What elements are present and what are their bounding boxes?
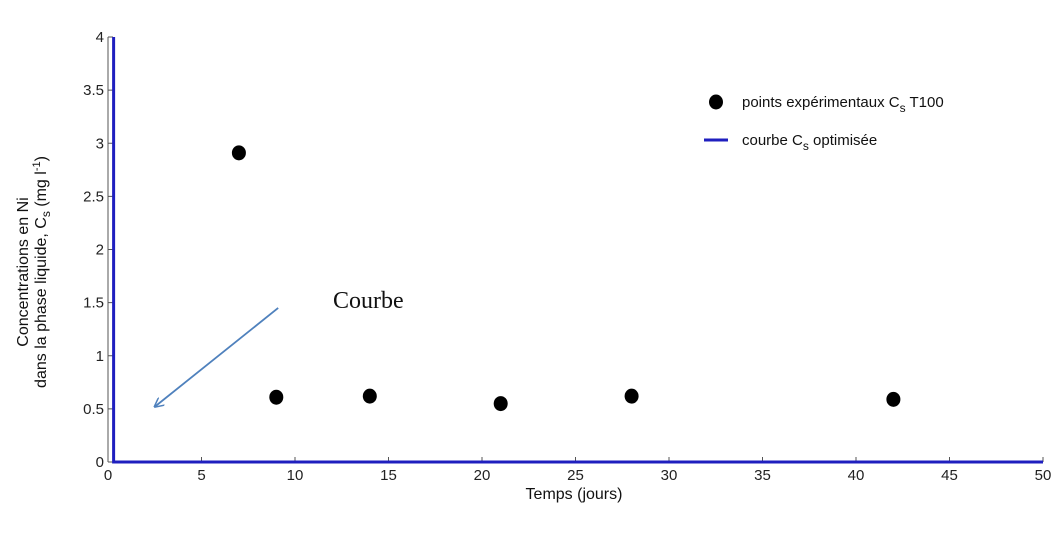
- legend-label-points: points expérimentaux Cs T100: [742, 94, 944, 115]
- x-tick-label: 25: [567, 467, 584, 484]
- x-tick-label: 45: [941, 467, 958, 484]
- x-tick-label: 50: [1035, 467, 1052, 484]
- y-tick-label: 2.5: [83, 188, 104, 205]
- data-point: [493, 396, 508, 412]
- tick-labels: 0 5 10 15 20 25 30 35 40 45 50 0 0.5 1 1.5 2 2.5 3 3.5 4: [83, 29, 1051, 484]
- y-tick-label: 2: [96, 242, 104, 259]
- annotation: Courbe: [155, 288, 404, 407]
- data-point: [362, 388, 377, 404]
- series-line-group: [112, 37, 1043, 464]
- data-point: [624, 388, 639, 404]
- x-tick-label: 15: [380, 467, 397, 484]
- x-tick-label: 20: [474, 467, 491, 484]
- y-tick-label: 0: [96, 454, 104, 471]
- series-line-optimised-curve: [112, 37, 1043, 464]
- y-tick-label: 3: [96, 135, 104, 152]
- x-tick-label: 5: [197, 467, 205, 484]
- annotation-label: Courbe: [333, 288, 404, 314]
- x-tick-label: 30: [661, 467, 678, 484]
- x-tick-label: 35: [754, 467, 771, 484]
- y-axis-title: Concentrations en Ni dans la phase liqui…: [15, 156, 53, 388]
- data-point: [231, 145, 246, 161]
- legend: points expérimentaux Cs T100 courbe Cs o…: [704, 94, 944, 153]
- x-tick-label: 40: [848, 467, 865, 484]
- legend-marker-points: [709, 94, 723, 110]
- x-tick-label: 0: [104, 467, 112, 484]
- legend-label-line: courbe Cs optimisée: [742, 132, 877, 153]
- x-tick-label: 10: [287, 467, 304, 484]
- y-tick-label: 1.5: [83, 295, 104, 312]
- y-tick-label: 3.5: [83, 82, 104, 99]
- data-point: [269, 389, 284, 405]
- y-tick-label: 4: [96, 29, 104, 46]
- annotation-arrow: [155, 307, 279, 407]
- y-axis-title-line1: Concentrations en Ni: [15, 197, 32, 346]
- y-tick-label: 0.5: [83, 401, 104, 418]
- y-tick-label: 1: [96, 348, 104, 365]
- x-axis-title: Temps (jours): [526, 486, 623, 503]
- data-point: [886, 391, 901, 407]
- y-axis-title-line2: dans la phase liquide, Cs (mg l-1): [31, 156, 53, 388]
- series-points-group: [231, 145, 901, 412]
